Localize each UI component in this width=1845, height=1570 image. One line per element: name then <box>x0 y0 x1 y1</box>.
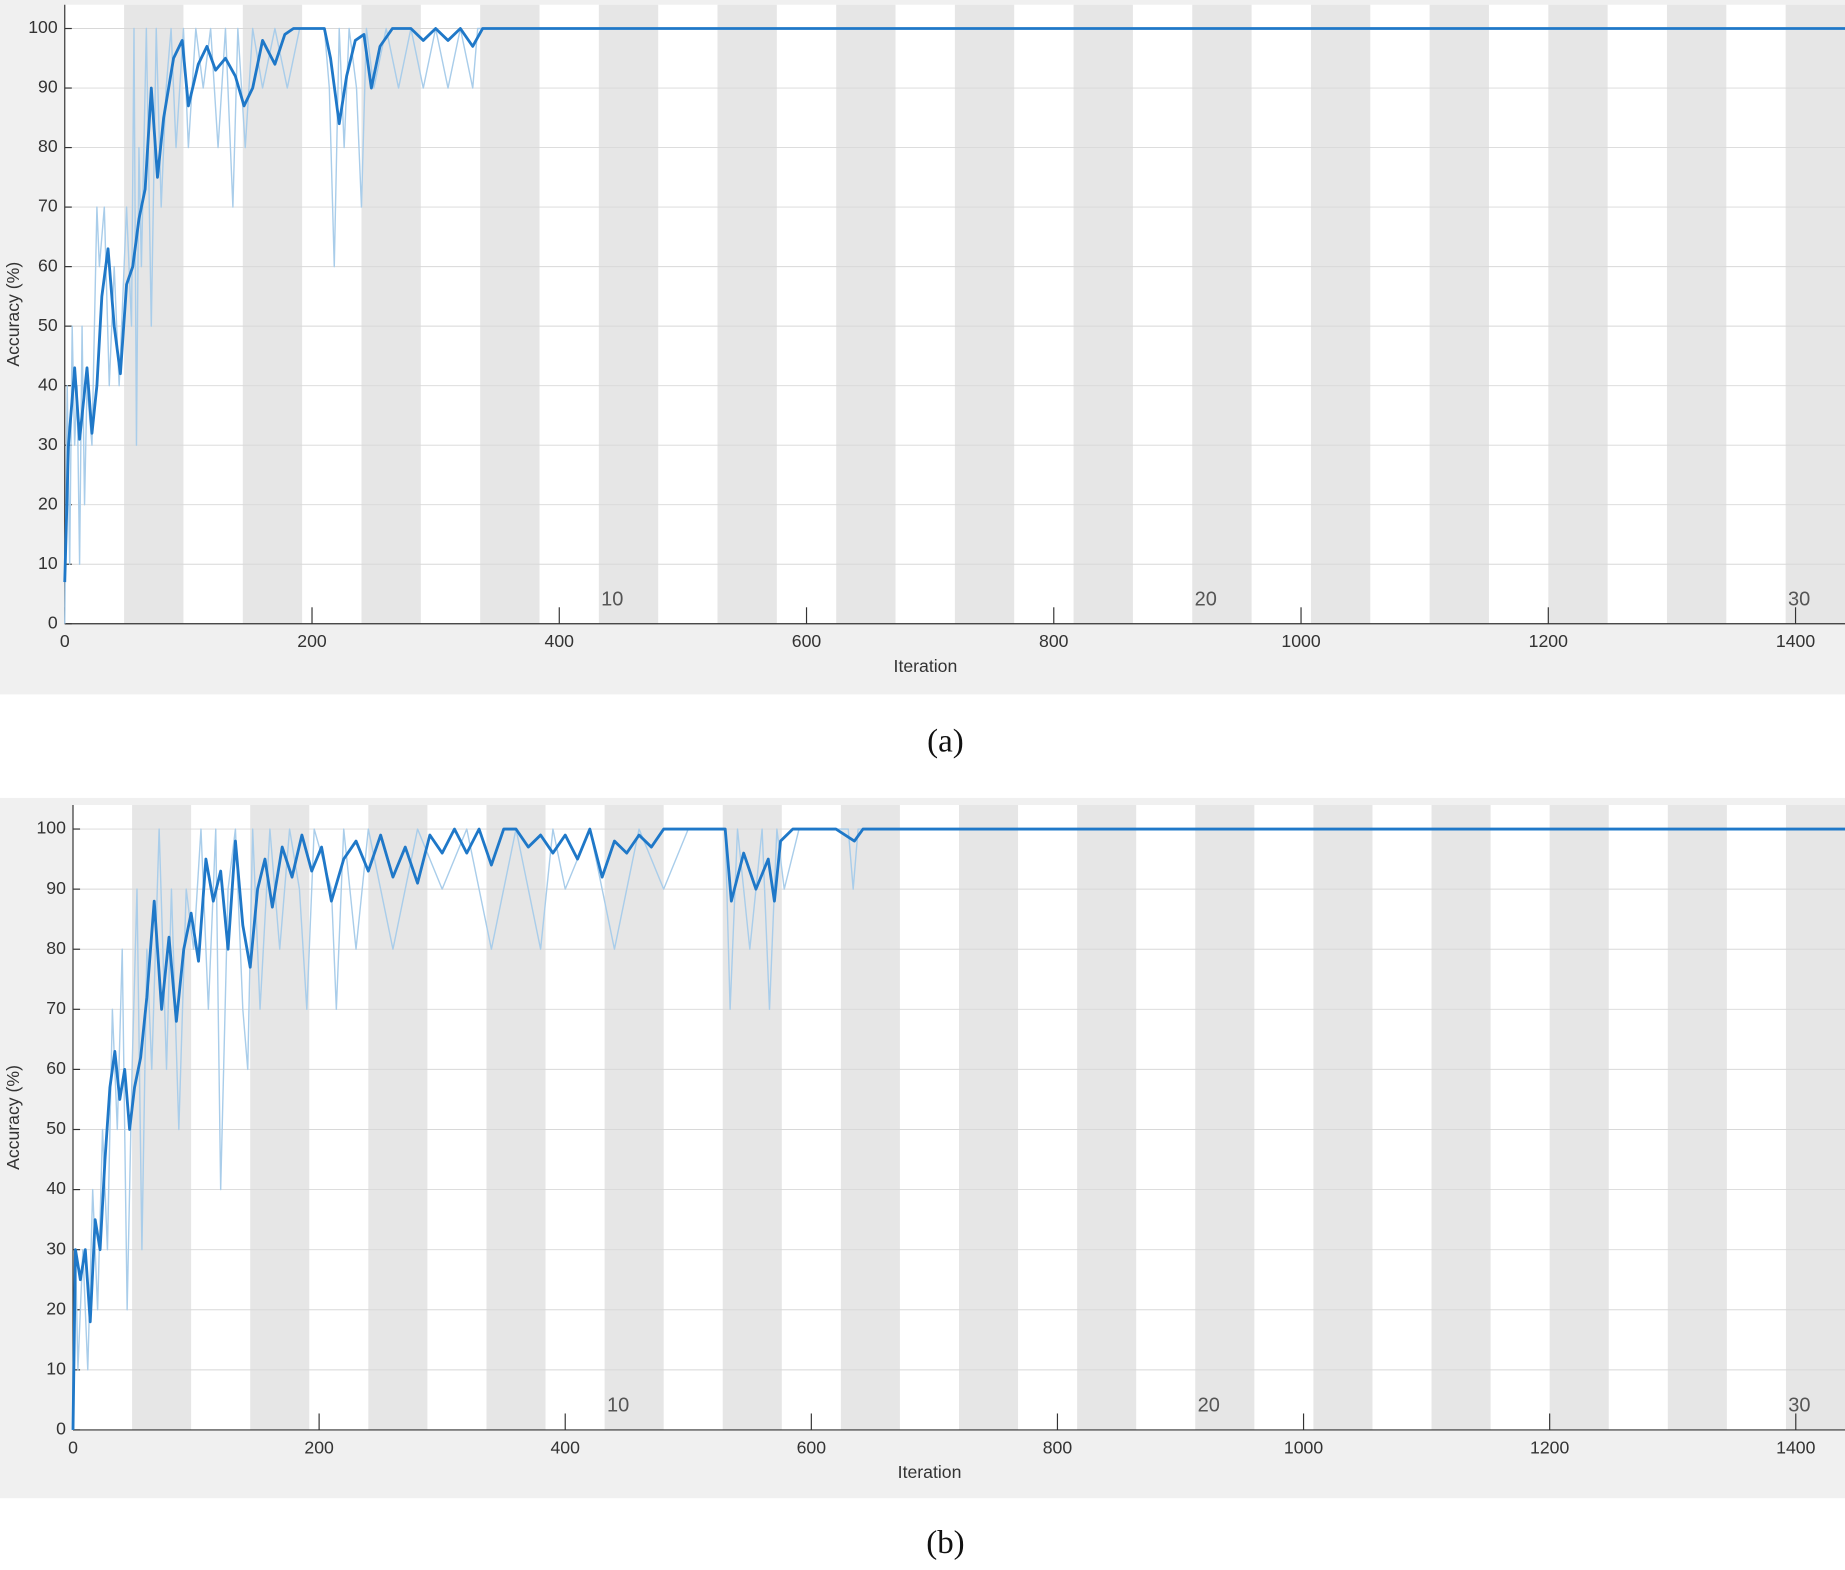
x-tick-label: 1200 <box>1529 631 1568 651</box>
epoch-band <box>361 4 421 624</box>
y-tick-label: 90 <box>38 77 58 97</box>
x-tick-label: 800 <box>1039 631 1069 651</box>
y-tick-label: 30 <box>46 1238 66 1258</box>
epoch-band <box>717 4 777 624</box>
epoch-band <box>1195 805 1255 1430</box>
epoch-band <box>1431 805 1491 1430</box>
epoch-band <box>836 4 896 624</box>
epoch-band <box>486 805 546 1430</box>
epoch-band <box>1549 805 1609 1430</box>
epoch-band <box>1313 805 1373 1430</box>
epoch-band <box>954 4 1015 624</box>
epoch-band <box>604 805 664 1430</box>
x-tick-label: 800 <box>1043 1437 1073 1457</box>
smoothed-line <box>63 27 1845 583</box>
x-tick-label: 1000 <box>1281 631 1320 651</box>
x-tick-label: 0 <box>68 1437 78 1457</box>
y-axis-label: Accuracy (%) <box>3 262 23 367</box>
x-tick-label: 1400 <box>1776 631 1815 651</box>
y-tick-label: 40 <box>38 374 58 394</box>
y-tick-label: 0 <box>48 612 58 632</box>
y-tick-label: 100 <box>28 17 58 37</box>
y-tick-label: 40 <box>46 1178 66 1198</box>
epoch-label: 30 <box>1788 1395 1810 1417</box>
x-tick-label: 1000 <box>1284 1437 1323 1457</box>
y-tick-label: 90 <box>46 878 66 898</box>
epoch-band <box>242 4 303 624</box>
epoch-band <box>250 805 310 1430</box>
epoch-band <box>480 4 540 624</box>
y-tick-label: 0 <box>56 1419 66 1439</box>
raw-line <box>64 27 1845 624</box>
epoch-band <box>1667 805 1727 1430</box>
y-axis-label: Accuracy (%) <box>3 1065 23 1170</box>
y-tick-label: 60 <box>38 255 58 275</box>
y-tick-label: 80 <box>46 938 66 958</box>
y-tick-label: 50 <box>38 315 58 335</box>
y-tick-label: 10 <box>38 553 58 573</box>
x-tick-label: 600 <box>797 1437 827 1457</box>
x-tick-label: 600 <box>792 631 822 651</box>
epoch-band <box>1073 4 1133 624</box>
epoch-label: 10 <box>607 1395 629 1417</box>
x-axis-label: Iteration <box>898 1462 962 1482</box>
x-tick-label: 400 <box>545 631 575 651</box>
epoch-label: 30 <box>1788 589 1810 611</box>
x-tick-label: 400 <box>550 1437 580 1457</box>
y-tick-label: 60 <box>46 1058 66 1078</box>
x-tick-label: 200 <box>297 631 327 651</box>
epoch-label: 10 <box>601 589 623 611</box>
epoch-band <box>598 4 659 624</box>
epoch-band <box>1666 4 1727 624</box>
epoch-band <box>840 805 900 1430</box>
epoch-band <box>1548 4 1608 624</box>
y-tick-label: 20 <box>46 1298 66 1318</box>
epoch-band <box>1785 805 1845 1430</box>
epoch-band <box>1077 805 1137 1430</box>
y-tick-label: 100 <box>36 818 66 838</box>
epoch-band <box>722 805 782 1430</box>
epoch-label: 20 <box>1198 1395 1220 1417</box>
epoch-label: 20 <box>1195 589 1217 611</box>
epoch-band <box>1310 4 1371 624</box>
y-tick-label: 20 <box>38 493 58 513</box>
x-tick-label: 1200 <box>1530 1437 1569 1457</box>
epoch-band <box>1192 4 1252 624</box>
y-tick-label: 70 <box>38 196 58 216</box>
x-tick-label: 1400 <box>1776 1437 1815 1457</box>
y-tick-label: 80 <box>38 136 58 156</box>
epoch-band <box>1429 4 1489 624</box>
smoothed-line <box>71 827 1845 1430</box>
epoch-band <box>1785 4 1845 624</box>
x-tick-label: 0 <box>60 631 70 651</box>
epoch-band <box>368 805 428 1430</box>
x-tick-label: 200 <box>304 1437 334 1457</box>
epoch-band <box>958 805 1019 1430</box>
y-tick-label: 50 <box>46 1118 66 1138</box>
y-tick-label: 70 <box>46 998 66 1018</box>
x-axis-label: Iteration <box>894 656 958 676</box>
y-tick-label: 10 <box>46 1359 66 1379</box>
caption: (b) <box>926 1525 964 1561</box>
y-tick-label: 30 <box>38 434 58 454</box>
caption: (a) <box>927 723 964 759</box>
